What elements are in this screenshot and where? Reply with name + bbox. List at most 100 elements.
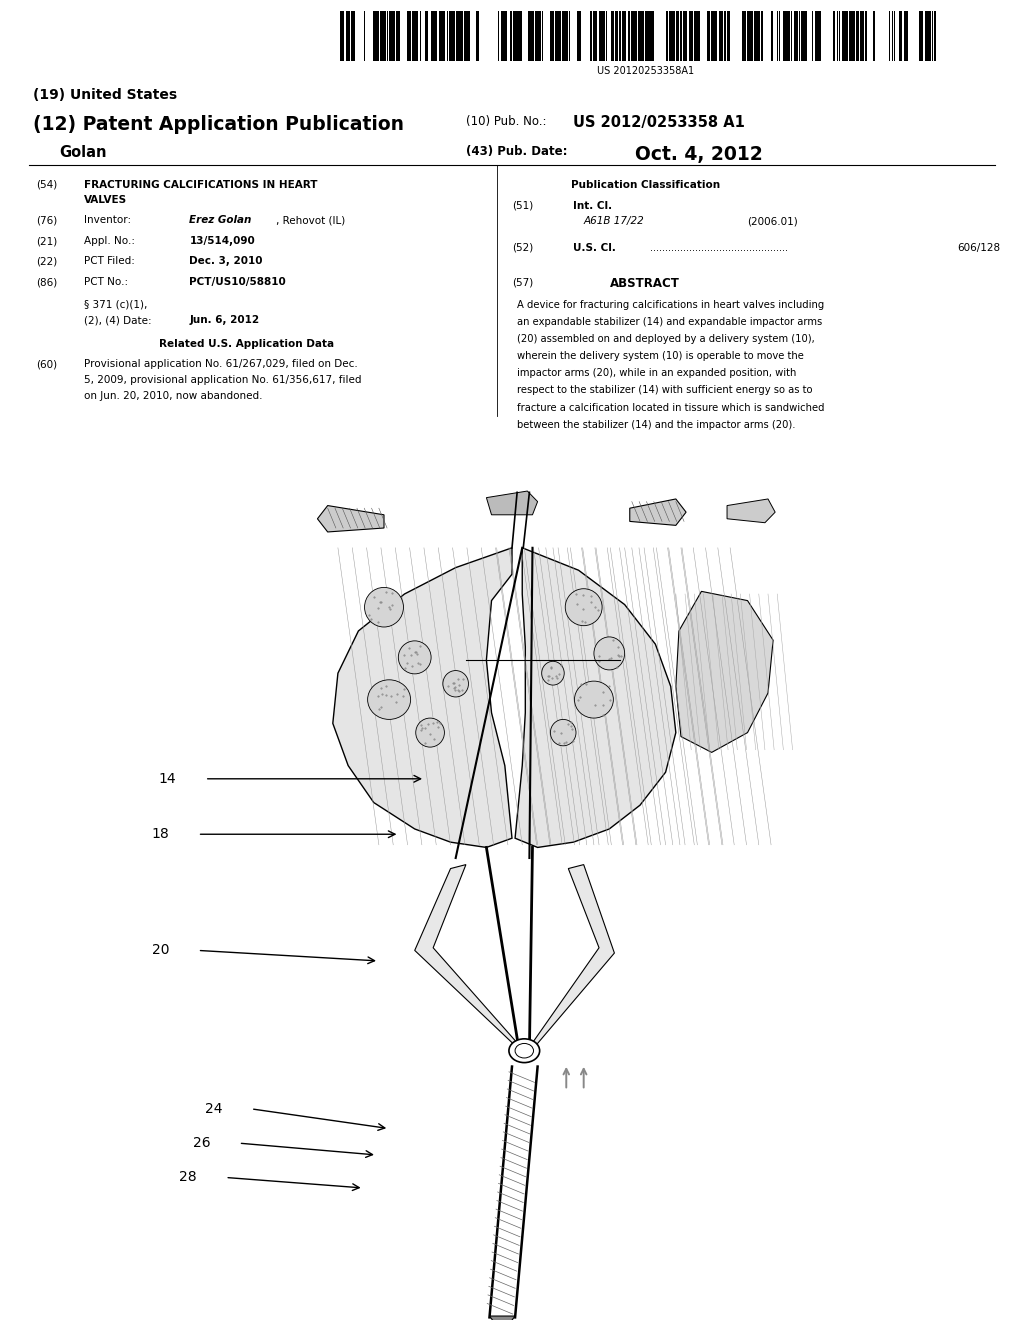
Bar bbox=[511, 11, 512, 61]
Text: (19) United States: (19) United States bbox=[33, 88, 177, 103]
Bar bbox=[501, 11, 507, 61]
Text: an expandable stabilizer (14) and expandable impactor arms: an expandable stabilizer (14) and expand… bbox=[517, 317, 822, 327]
Bar bbox=[647, 11, 653, 61]
Bar bbox=[528, 11, 535, 61]
Text: 26: 26 bbox=[193, 1137, 210, 1150]
Bar bbox=[542, 11, 544, 61]
Bar bbox=[346, 11, 350, 61]
Ellipse shape bbox=[551, 719, 575, 746]
Bar bbox=[472, 11, 474, 61]
Text: Related U.S. Application Data: Related U.S. Application Data bbox=[159, 339, 334, 350]
Text: PCT No.:: PCT No.: bbox=[84, 277, 128, 288]
Bar bbox=[645, 11, 646, 61]
Polygon shape bbox=[522, 865, 614, 1049]
Text: 606/128: 606/128 bbox=[957, 243, 1000, 253]
Bar bbox=[425, 11, 428, 61]
Bar bbox=[860, 11, 864, 61]
Ellipse shape bbox=[416, 718, 444, 747]
Ellipse shape bbox=[365, 587, 403, 627]
Text: (22): (22) bbox=[36, 256, 57, 267]
Text: Provisional application No. 61/267,029, filed on Dec.: Provisional application No. 61/267,029, … bbox=[84, 359, 357, 370]
Ellipse shape bbox=[442, 671, 469, 697]
Bar bbox=[585, 11, 589, 61]
Ellipse shape bbox=[368, 680, 411, 719]
Text: 18: 18 bbox=[152, 828, 169, 841]
Text: 20: 20 bbox=[152, 944, 169, 957]
Text: impactor arms (20), while in an expanded position, with: impactor arms (20), while in an expanded… bbox=[517, 368, 797, 379]
Bar bbox=[932, 11, 933, 61]
Text: A61B 17/22: A61B 17/22 bbox=[584, 216, 644, 227]
Text: Golan: Golan bbox=[59, 145, 106, 160]
Bar bbox=[508, 11, 510, 61]
Bar bbox=[833, 11, 836, 61]
Text: FRACTURING CALCIFICATIONS IN HEART: FRACTURING CALCIFICATIONS IN HEART bbox=[84, 180, 317, 190]
Polygon shape bbox=[630, 499, 686, 525]
Text: Oct. 4, 2012: Oct. 4, 2012 bbox=[635, 145, 763, 164]
Text: 13/514,090: 13/514,090 bbox=[189, 236, 255, 247]
Bar bbox=[571, 11, 574, 61]
Bar bbox=[856, 11, 859, 61]
Bar bbox=[712, 11, 718, 61]
Bar bbox=[727, 11, 730, 61]
Bar bbox=[338, 11, 344, 61]
Bar bbox=[401, 11, 406, 61]
Bar bbox=[774, 11, 775, 61]
Text: (2), (4) Date:: (2), (4) Date: bbox=[84, 315, 152, 326]
Polygon shape bbox=[515, 548, 676, 847]
Bar bbox=[582, 11, 584, 61]
Text: Appl. No.:: Appl. No.: bbox=[84, 236, 135, 247]
Bar bbox=[680, 11, 682, 61]
Bar bbox=[480, 11, 483, 61]
Bar bbox=[873, 11, 874, 61]
Bar bbox=[896, 11, 899, 61]
Text: (2006.01): (2006.01) bbox=[748, 216, 799, 227]
Bar bbox=[937, 11, 943, 61]
Bar bbox=[781, 11, 782, 61]
Text: (52): (52) bbox=[512, 243, 534, 253]
Bar bbox=[707, 11, 710, 61]
Bar bbox=[849, 11, 855, 61]
Text: U.S. Cl.: U.S. Cl. bbox=[573, 243, 616, 253]
Bar bbox=[550, 11, 554, 61]
Bar bbox=[599, 11, 605, 61]
Text: (21): (21) bbox=[36, 236, 57, 247]
Bar bbox=[498, 11, 499, 61]
Text: (60): (60) bbox=[36, 359, 57, 370]
Bar bbox=[724, 11, 726, 61]
Bar bbox=[738, 11, 741, 61]
Text: 14: 14 bbox=[159, 772, 176, 785]
Bar bbox=[894, 11, 895, 61]
Bar bbox=[815, 11, 821, 61]
Bar bbox=[328, 8, 340, 63]
Bar bbox=[431, 11, 437, 61]
Bar bbox=[754, 11, 760, 61]
Bar bbox=[611, 11, 613, 61]
Bar bbox=[792, 11, 793, 61]
Bar bbox=[794, 11, 798, 61]
Bar bbox=[387, 11, 388, 61]
Bar bbox=[719, 11, 723, 61]
Text: ABSTRACT: ABSTRACT bbox=[610, 277, 680, 290]
Text: on Jun. 20, 2010, now abandoned.: on Jun. 20, 2010, now abandoned. bbox=[84, 391, 262, 401]
Bar bbox=[837, 11, 838, 61]
Polygon shape bbox=[727, 499, 775, 523]
Bar bbox=[746, 11, 753, 61]
Bar bbox=[464, 11, 470, 61]
Bar bbox=[742, 11, 746, 61]
Bar bbox=[903, 11, 907, 61]
Bar bbox=[490, 11, 497, 61]
Bar bbox=[428, 11, 430, 61]
Bar bbox=[357, 11, 361, 61]
Bar bbox=[515, 11, 521, 61]
Bar bbox=[373, 11, 379, 61]
Bar bbox=[827, 11, 831, 61]
Bar bbox=[578, 11, 582, 61]
Bar bbox=[632, 11, 638, 61]
Bar bbox=[676, 11, 679, 61]
Text: PCT/US10/58810: PCT/US10/58810 bbox=[189, 277, 286, 288]
Text: between the stabilizer (14) and the impactor arms (20).: between the stabilizer (14) and the impa… bbox=[517, 420, 796, 430]
Bar bbox=[615, 11, 617, 61]
Bar bbox=[389, 11, 395, 61]
Bar bbox=[575, 11, 577, 61]
Ellipse shape bbox=[565, 589, 602, 626]
